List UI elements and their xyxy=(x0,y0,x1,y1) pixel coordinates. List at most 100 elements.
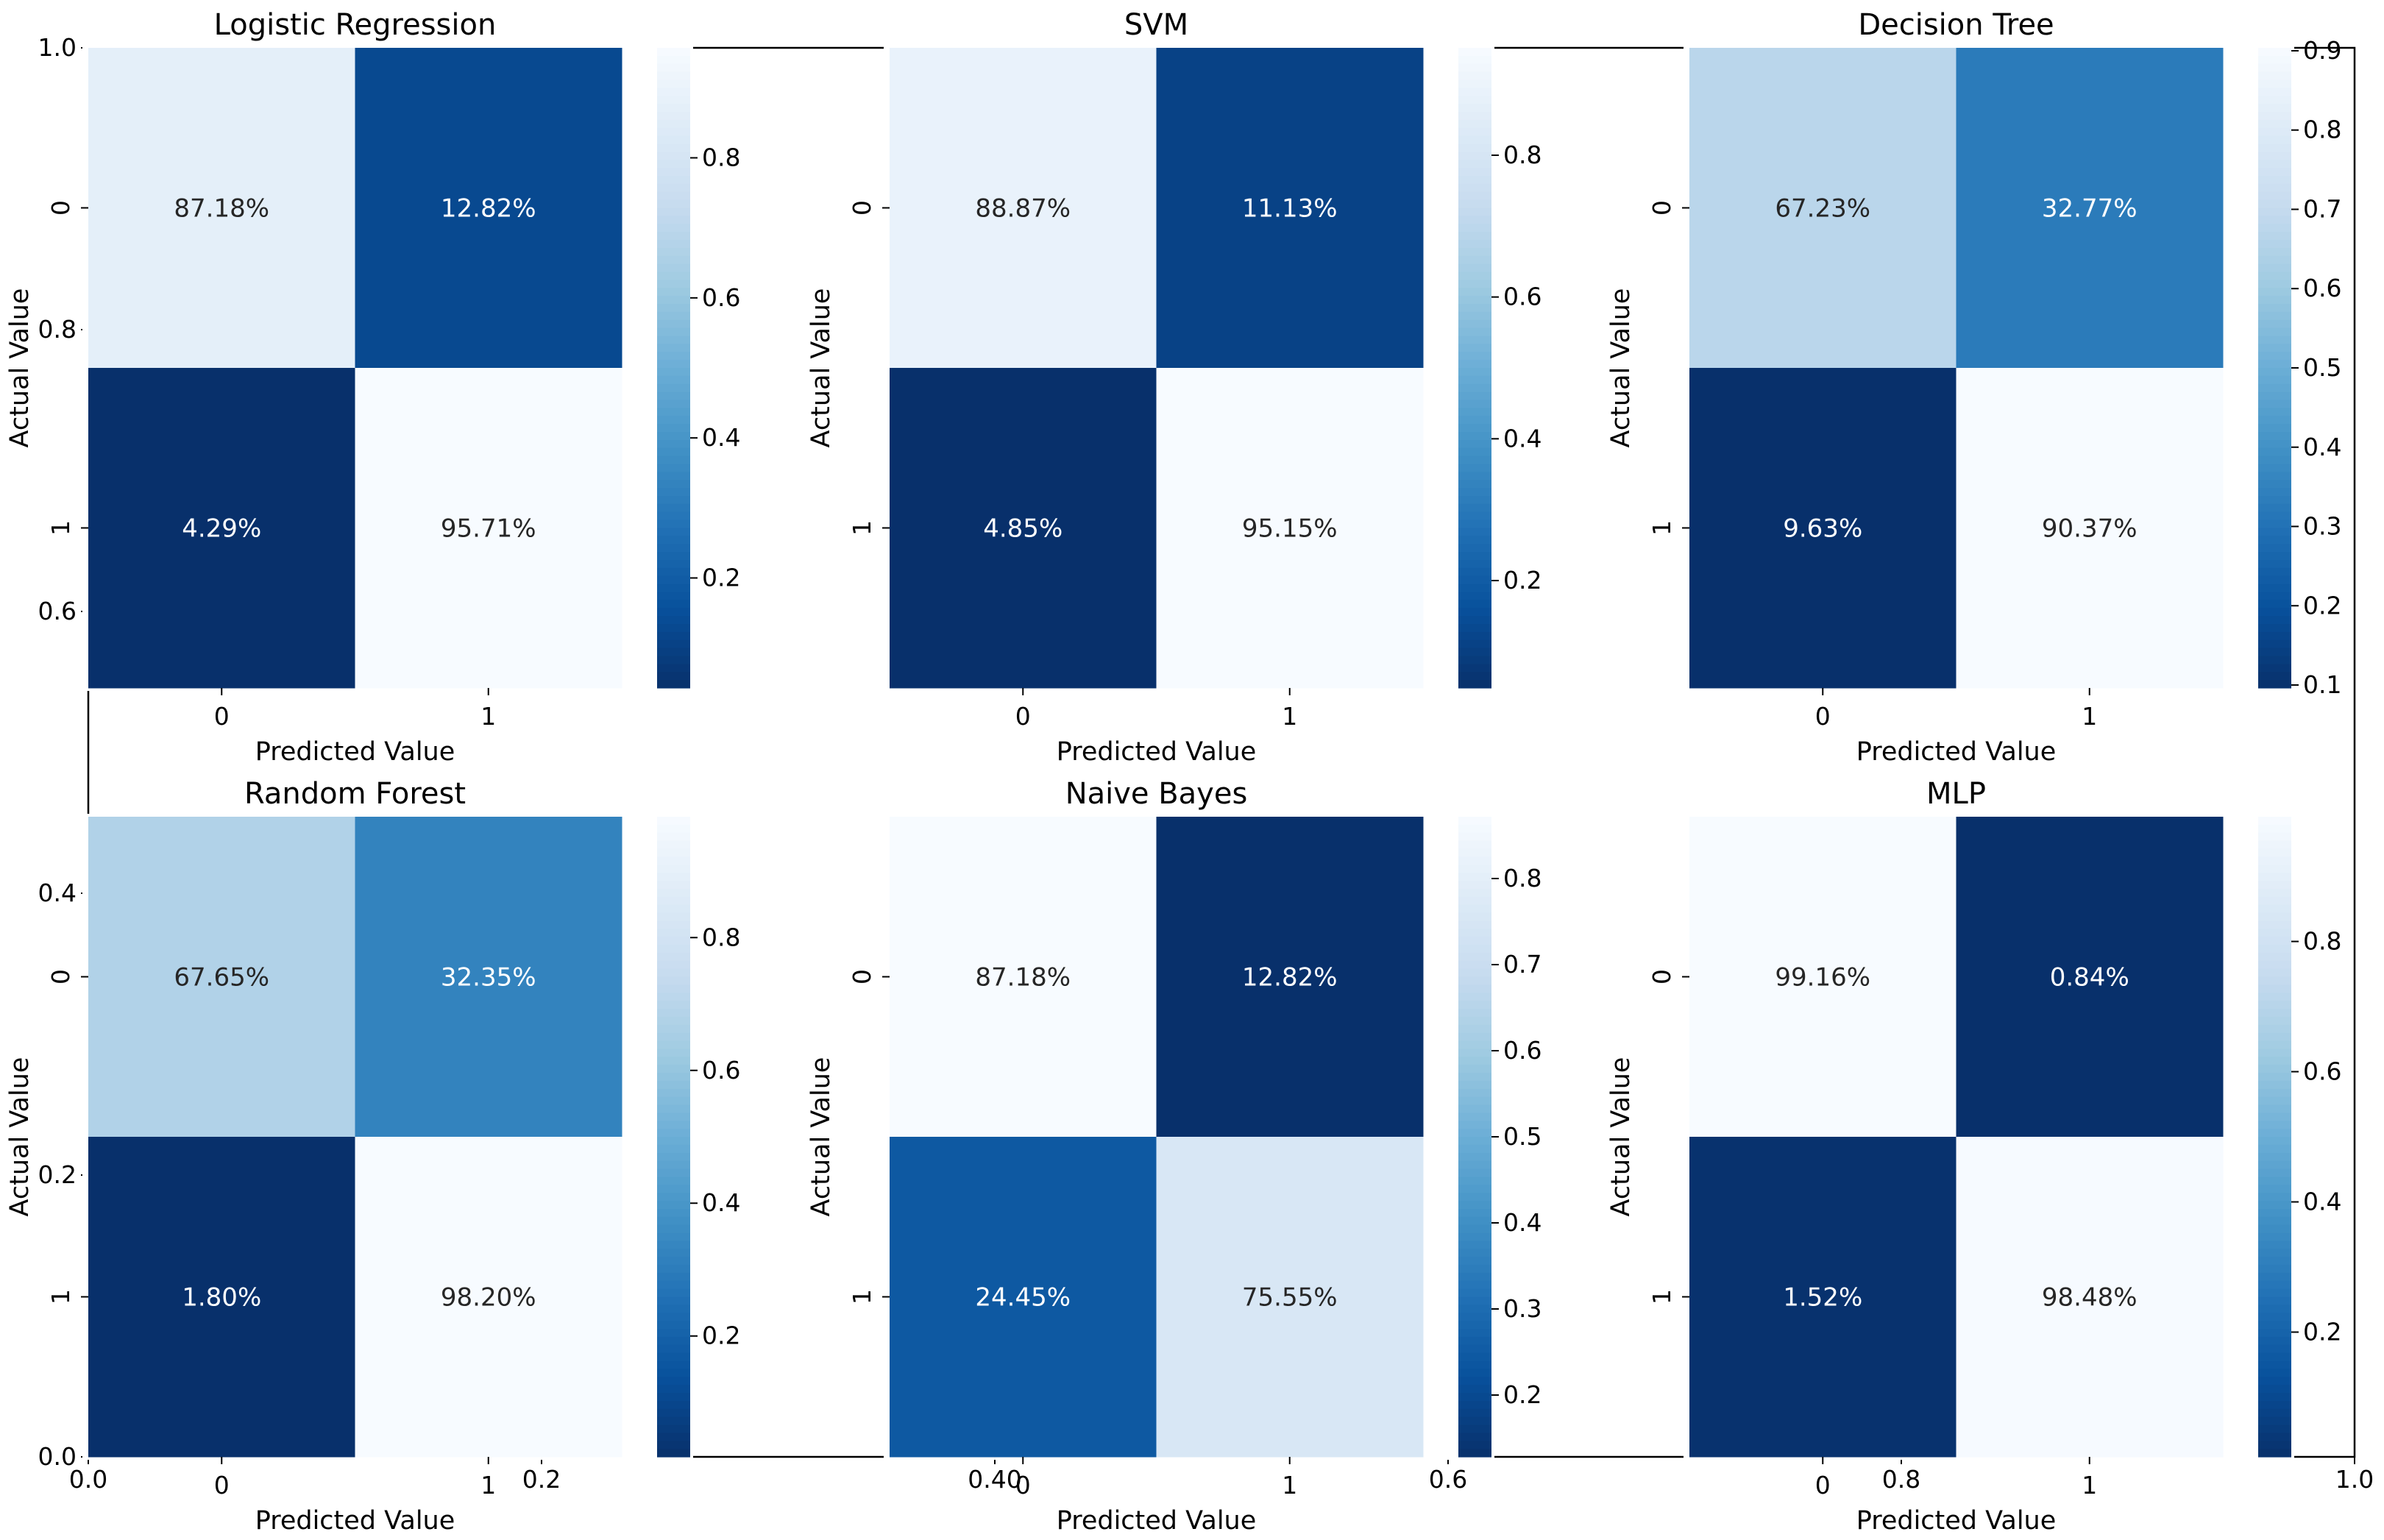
colorbar-segment xyxy=(1458,552,1491,561)
colorbar-segment xyxy=(657,455,690,465)
heatmap-panel-mlp: MLP 99.16% 0.84% 1.52% 98.48% 0 1 Predicted Val… xyxy=(1606,777,2341,1536)
colorbar-segment xyxy=(2258,304,2291,313)
x-tick-label: 0 xyxy=(1015,702,1031,731)
colorbar-segment xyxy=(2258,168,2291,177)
colorbar-segment xyxy=(1458,224,1491,233)
colorbar-segment xyxy=(657,408,690,416)
colorbar-segment xyxy=(657,1360,690,1369)
colorbar-segment xyxy=(2258,560,2291,569)
colorbar-segment xyxy=(1458,1265,1491,1274)
colorbar-segment xyxy=(2258,1385,2291,1394)
colorbar-segment xyxy=(2258,528,2291,536)
colorbar-segment xyxy=(1458,680,1491,689)
colorbar-segment xyxy=(1458,920,1491,929)
heatmap-panel-naive-bayes: Naive Bayes 87.18% 12.82% 24.45% 75.55% 0 1 Pre… xyxy=(806,777,1542,1536)
x-tick-label: 1 xyxy=(2082,702,2097,731)
colorbar-segment xyxy=(657,1393,690,1402)
colorbar-segment xyxy=(1458,656,1491,664)
colorbar-segment xyxy=(657,511,690,521)
cell-value-label: 75.55% xyxy=(1242,1283,1338,1313)
colorbar-segment xyxy=(2258,656,2291,664)
colorbar-segment xyxy=(657,1352,690,1362)
x-tick-label: 1 xyxy=(1282,702,1297,731)
colorbar-segment xyxy=(1458,232,1491,241)
x-tick-label: 1 xyxy=(2082,1471,2097,1500)
colorbar-segment xyxy=(657,519,690,529)
colorbar-tick-label: 0.5 xyxy=(2303,353,2341,382)
colorbar-segment xyxy=(1458,464,1491,472)
colorbar-segment xyxy=(2258,1137,2291,1146)
heatmap-cell xyxy=(1956,368,2224,689)
colorbar-segment xyxy=(657,1424,690,1433)
y-axis-label: Actual Value xyxy=(5,288,35,448)
cell-value-label: 88.87% xyxy=(975,194,1071,224)
colorbar-segment xyxy=(1458,191,1491,201)
colorbar-segment xyxy=(657,984,690,993)
colorbar-tick-label: 0.4 xyxy=(2303,1187,2341,1216)
colorbar-segment xyxy=(2258,1016,2291,1026)
colorbar-segment xyxy=(2258,664,2291,673)
colorbar-segment xyxy=(657,1329,690,1338)
colorbar-segment xyxy=(657,937,690,945)
x-tick-label: 0 xyxy=(1815,702,1831,731)
colorbar-segment xyxy=(657,560,690,569)
colorbar-segment xyxy=(657,945,690,954)
colorbar-tick-label: 0.1 xyxy=(2303,670,2341,699)
colorbar-segment xyxy=(2258,1360,2291,1369)
colorbar-segment xyxy=(1458,824,1491,834)
colorbar-segment xyxy=(657,1177,690,1185)
colorbar-segment xyxy=(1458,592,1491,600)
y-tick-label: 0 xyxy=(1647,969,1676,984)
heatmap-cell xyxy=(1956,817,2224,1138)
x-axis-label: Predicted Value xyxy=(1856,737,2057,767)
heatmap-panel-svm: SVM 88.87% 11.13% 4.85% 95.15% 0 1 Predicted Va… xyxy=(806,8,1542,767)
colorbar-segment xyxy=(657,1113,690,1121)
colorbar-segment xyxy=(1458,207,1491,216)
colorbar-segment xyxy=(657,424,690,433)
colorbar-segment xyxy=(657,199,690,209)
panel-title: Logistic Regression xyxy=(214,8,497,42)
colorbar-segment xyxy=(2258,1321,2291,1330)
colorbar-segment xyxy=(2258,968,2291,978)
colorbar-segment xyxy=(1458,583,1491,593)
colorbar-segment xyxy=(2258,232,2291,241)
colorbar-segment xyxy=(1458,1249,1491,1257)
heatmap-cell xyxy=(88,817,355,1138)
background-x-tick-label: 0.6 xyxy=(1429,1465,1467,1494)
colorbar-segment xyxy=(657,160,690,168)
colorbar-segment xyxy=(657,1193,690,1202)
background-y-tick-label: 0.4 xyxy=(38,879,77,907)
colorbar-segment xyxy=(1458,1449,1491,1458)
y-tick-label: 1 xyxy=(848,520,876,536)
colorbar-tick-label: 0.6 xyxy=(702,283,740,312)
colorbar-segment xyxy=(2258,247,2291,257)
colorbar-segment xyxy=(657,1241,690,1249)
colorbar-segment xyxy=(2258,160,2291,168)
colorbar-segment xyxy=(1458,391,1491,401)
colorbar-segment xyxy=(2258,1216,2291,1226)
colorbar-segment xyxy=(2258,904,2291,914)
colorbar-segment xyxy=(2258,391,2291,401)
colorbar-segment xyxy=(657,311,690,321)
colorbar-segment xyxy=(657,592,690,600)
colorbar-segment xyxy=(2258,575,2291,585)
colorbar-segment xyxy=(1458,48,1491,57)
colorbar-segment xyxy=(2258,336,2291,344)
colorbar-tick-label: 0.4 xyxy=(1503,424,1542,453)
colorbar-segment xyxy=(1458,55,1491,65)
heatmap-cell xyxy=(1156,48,1424,369)
cell-value-label: 1.52% xyxy=(1783,1283,1862,1313)
y-tick-label: 0 xyxy=(1647,200,1676,216)
colorbar-segment xyxy=(2258,280,2291,288)
colorbar-segment xyxy=(657,888,690,898)
colorbar-segment xyxy=(2258,112,2291,121)
panel-title: Random Forest xyxy=(244,777,466,811)
colorbar-segment xyxy=(657,1016,690,1026)
background-x-tick-label: 1.0 xyxy=(2335,1465,2374,1494)
colorbar-segment xyxy=(2258,1224,2291,1234)
colorbar-segment xyxy=(2258,416,2291,425)
colorbar-segment xyxy=(657,1160,690,1170)
colorbar-segment xyxy=(657,1096,690,1106)
colorbar-segment xyxy=(1458,1216,1491,1226)
